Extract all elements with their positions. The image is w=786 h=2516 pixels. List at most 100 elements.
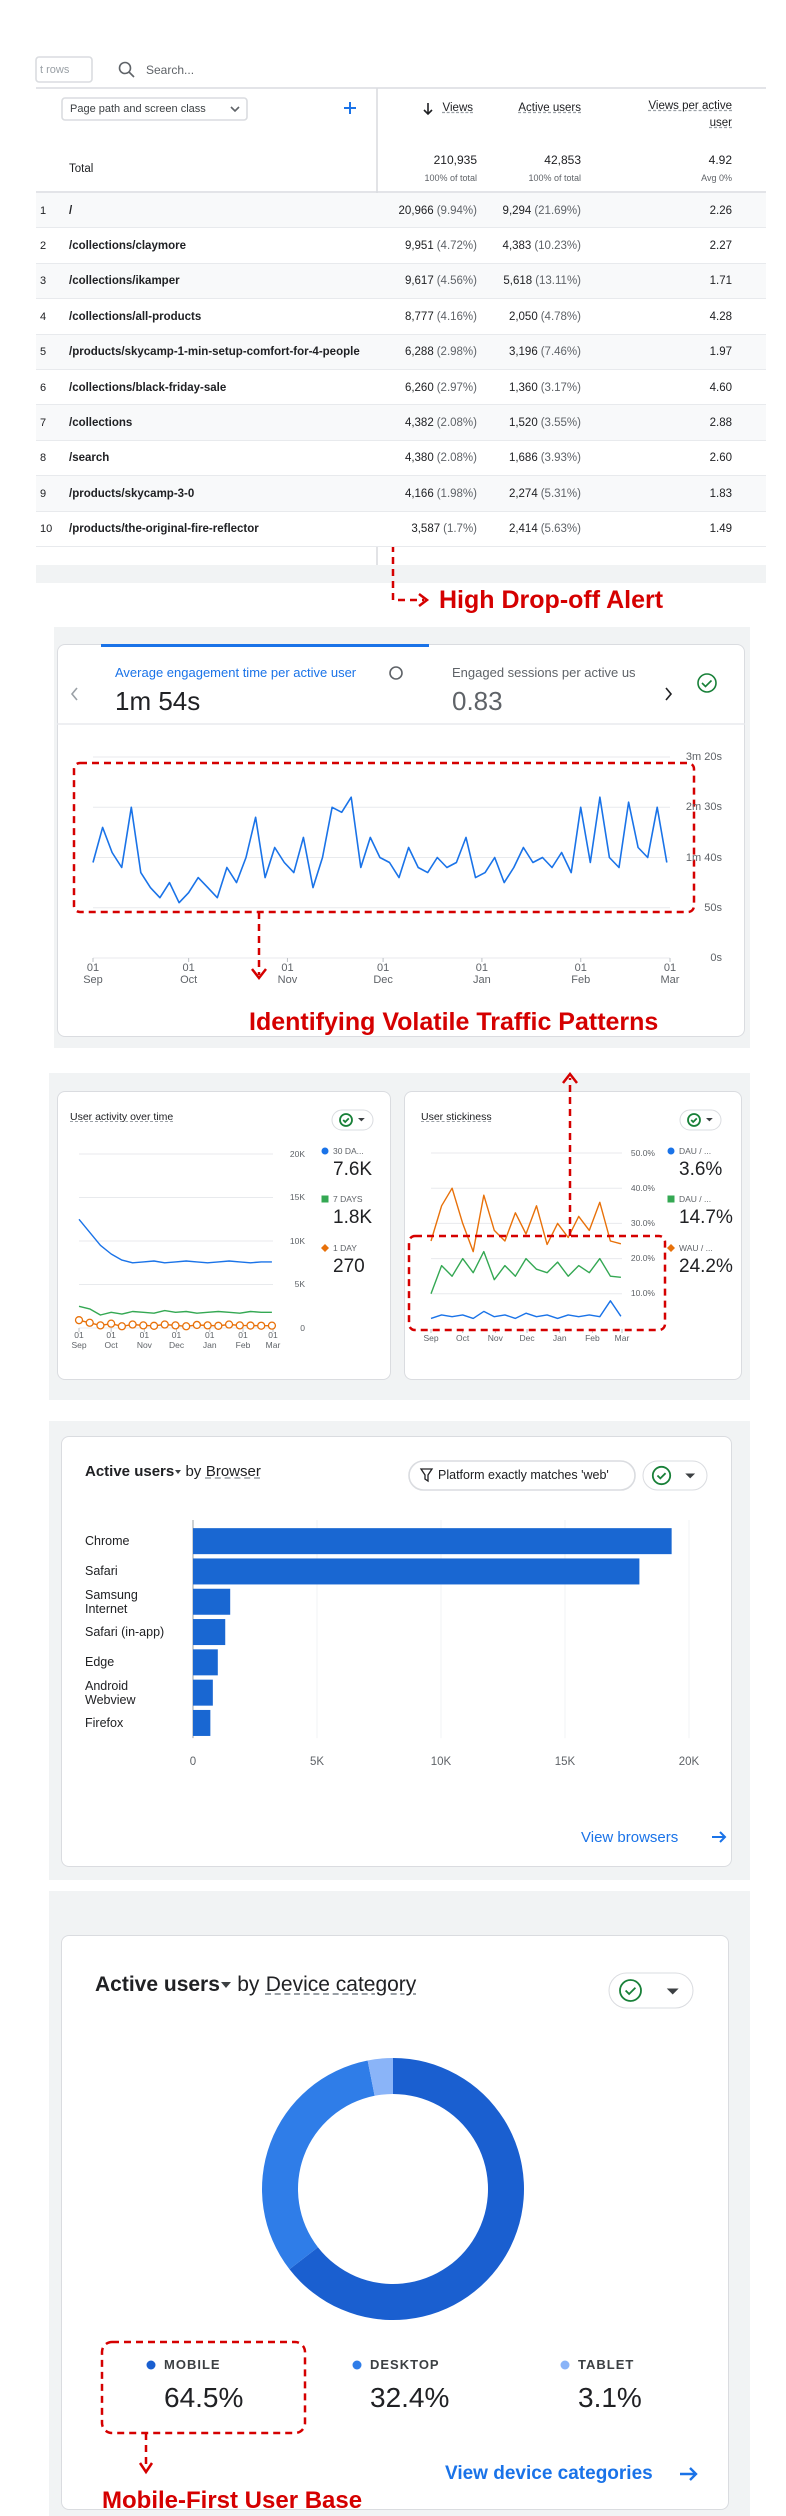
y-tick-label: 50.0% (630, 1147, 655, 1158)
users-value: 9,294 (502, 204, 532, 217)
card-title: Active users by Device category (95, 1971, 416, 1998)
views-cell: 6,260 (2.97%) (377, 370, 477, 405)
column-header[interactable]: Views per active user (648, 99, 732, 129)
legend-value: 7.6K (333, 1159, 373, 1180)
point-marker (182, 1322, 191, 1331)
views-per-user: 1.71 (709, 275, 732, 288)
x-tick-label: 01 Feb (571, 962, 591, 986)
x-tick-label: 01 Feb (235, 1330, 251, 1350)
caret[interactable] (220, 1981, 231, 1988)
table-row[interactable] (36, 511, 766, 547)
filter-chip[interactable] (408, 1460, 636, 1491)
table-row[interactable] (36, 193, 766, 229)
y-tick-label: 0s (710, 952, 722, 964)
page-path: /products/skycamp-1-min-setup-comfort-fo… (69, 346, 360, 359)
dimension-select[interactable] (61, 97, 248, 121)
users-share: (3.93%) (540, 452, 581, 465)
vpu-cell: 2.26 (632, 193, 732, 228)
view-link[interactable]: View device categories (445, 2463, 653, 2484)
table-row[interactable] (36, 263, 766, 300)
legend-label: 7 DAYS (333, 1193, 363, 1204)
users-share: (21.69%) (534, 204, 581, 217)
views-value: 6,288 (404, 346, 434, 359)
users-share: (5.31%) (540, 487, 581, 500)
vpu-cell: 2.27 (632, 228, 732, 263)
path-cell: /products/skycamp-1-min-setup-comfort-fo… (69, 335, 369, 370)
row-index: 7 (40, 417, 47, 430)
search-input[interactable]: Search... (146, 62, 195, 77)
highlight-box (407, 1234, 667, 1332)
point-marker (160, 1320, 169, 1329)
table-row[interactable] (36, 405, 766, 441)
next-arrow[interactable] (665, 687, 673, 701)
metric-name: Active users (95, 1973, 220, 1997)
x-tick-label: 5K (309, 1756, 325, 1768)
views-per-user: 1.97 (709, 346, 732, 359)
views-value: 6,260 (404, 381, 434, 394)
marks (74, 756, 690, 2370)
views-cell: 9,617 (4.56%) (377, 264, 477, 299)
prev-arrow[interactable] (70, 687, 78, 701)
dimension-name[interactable]: Browser (205, 1463, 261, 1481)
dimension-select[interactable]: Page path and screen class (70, 103, 206, 115)
link-arrow[interactable] (712, 1831, 727, 1843)
add-icon[interactable] (344, 102, 356, 114)
row-index: 6 (40, 381, 47, 394)
page-path: /collections (69, 417, 133, 430)
point-marker (85, 1318, 94, 1327)
x-tick-label: 01 Oct (104, 1330, 118, 1350)
users-value: 2,050 (508, 310, 538, 323)
status-chip[interactable] (642, 1460, 708, 1491)
table-row[interactable] (36, 476, 766, 512)
x-tick-label: 01 Sep (71, 1330, 87, 1350)
caret[interactable] (174, 1470, 181, 1474)
tab-label[interactable]: Average engagement time per active user (115, 665, 357, 680)
tab-label[interactable]: Engaged sessions per active us (452, 665, 636, 680)
x-tick-label: 0 (189, 1756, 197, 1768)
legend-label: DAU / ... (679, 1145, 712, 1156)
page-path: /collections/all-products (69, 310, 202, 323)
users-value: 2,414 (508, 523, 538, 536)
views-share: (4.72%) (436, 240, 477, 253)
column-header[interactable]: Active users (518, 102, 581, 114)
table-row[interactable] (36, 440, 766, 477)
total-value: 4.92 (708, 152, 732, 167)
legend-value: 1.8K (333, 1207, 373, 1228)
views-per-user: 1.83 (709, 487, 732, 500)
column-header[interactable]: Views (442, 102, 473, 114)
view-link[interactable]: View browsers (581, 1828, 679, 1846)
x-tick-label: Sep (423, 1333, 439, 1344)
views-cell: 9,951 (4.72%) (377, 228, 477, 263)
dimension-name[interactable]: Device category (265, 1973, 417, 1997)
tab-value: 0.83 (452, 685, 503, 716)
index-cell: 10 (40, 512, 65, 547)
legend-marker (321, 1244, 329, 1252)
row-index: 2 (40, 240, 47, 253)
filter-label[interactable]: Platform exactly matches 'web' (438, 1468, 609, 1482)
views-per-user: 2.60 (709, 452, 732, 465)
y-tick-label: 30.0% (630, 1217, 655, 1228)
users-share: (13.11%) (535, 275, 581, 288)
series-line (92, 796, 668, 904)
bar (193, 1558, 640, 1585)
link-arrow[interactable] (680, 2467, 698, 2481)
table-row[interactable] (36, 299, 766, 335)
point-marker (74, 1316, 84, 1325)
index-cell: 3 (40, 264, 65, 299)
table-row[interactable] (36, 370, 766, 406)
row-index: 8 (40, 452, 47, 465)
category-label: Firefox (85, 1715, 124, 1730)
status-chip[interactable] (608, 1972, 694, 2009)
legend-marker (667, 1147, 675, 1155)
path-cell: / (69, 193, 369, 228)
help-icon[interactable] (389, 666, 403, 680)
callout-arrow (391, 545, 424, 602)
users-share: (4.78%) (540, 310, 581, 323)
x-tick-label: 01 Mar (660, 962, 680, 986)
x-tick-label: Mar (614, 1333, 630, 1344)
users-value: 5,618 (503, 275, 533, 288)
table-row[interactable] (36, 228, 766, 264)
table-row[interactable] (36, 334, 766, 370)
legend-label: 1 DAY (333, 1242, 357, 1253)
